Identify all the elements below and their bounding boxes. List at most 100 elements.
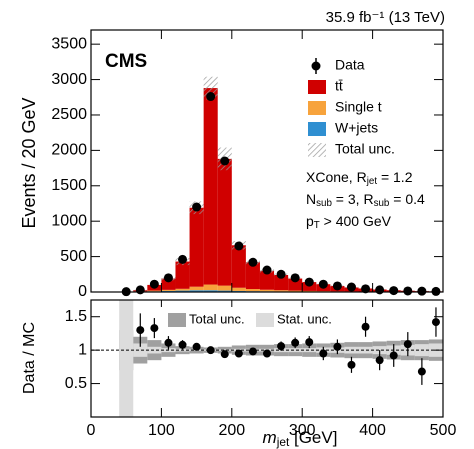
y-tick-label: 2000 [51, 142, 87, 159]
ratio-point [220, 350, 229, 359]
ratio-point [389, 351, 398, 360]
rich-text: pT > 400 GeV [306, 213, 392, 231]
ratio-point [178, 340, 187, 349]
lumi-title: 35.9 fb⁻¹ (13 TeV) [326, 9, 445, 26]
ratio-plot-area [91, 300, 443, 417]
y-tick-label: 3500 [51, 35, 87, 52]
histogram-bar [203, 88, 218, 285]
legend-label: Single t [335, 99, 382, 115]
data-point [262, 265, 272, 275]
legend-label: Stat. unc. [277, 311, 332, 326]
ratio-point [403, 340, 412, 349]
text-part: [GeV] [289, 428, 337, 447]
text-part: m [263, 428, 277, 447]
rich-text: mjet [GeV] [263, 428, 338, 448]
data-point [417, 286, 427, 296]
histogram-bar [259, 289, 275, 292]
histogram-bar [189, 207, 204, 287]
histogram-bar [189, 286, 204, 291]
data-point [346, 282, 356, 292]
ratio-band [302, 348, 317, 353]
ratio-point [305, 338, 314, 347]
frame [90, 29, 444, 293]
legend-label: Total unc. [189, 311, 245, 326]
data-point [163, 273, 173, 283]
data-point [403, 286, 413, 296]
histogram-bar [274, 290, 289, 292]
ratio-y-axis-label: Data / MC [21, 322, 38, 394]
data-point [276, 269, 286, 279]
frame [90, 299, 444, 418]
y-tick-label: 0 [78, 283, 87, 300]
ratio-point [361, 322, 370, 331]
ratio-point [333, 342, 342, 351]
text-part: = 0.4 [389, 191, 425, 207]
histogram-bar [259, 270, 275, 290]
legend-label: Data [335, 57, 365, 73]
y-tick-label: 3000 [51, 71, 87, 88]
data-point [206, 92, 216, 102]
histogram-bar [217, 158, 232, 286]
histogram-bar [217, 285, 232, 291]
text-part: XCone, R [306, 169, 367, 185]
ratio-point [164, 338, 173, 347]
ratio-point [375, 356, 384, 365]
text-part: = 1.2 [377, 169, 413, 185]
histogram-bar [288, 290, 303, 292]
x-tick-label: 300 [289, 422, 316, 439]
legend-label: Total unc. [335, 141, 395, 157]
ratio-point [431, 318, 440, 327]
ratio-point [417, 367, 426, 376]
text-part: p [306, 213, 314, 229]
ratio-point [277, 342, 286, 351]
data-point [361, 284, 371, 294]
y-tick-label: 1 [78, 341, 87, 358]
histogram-bar [274, 275, 289, 291]
ratio-band [133, 343, 148, 357]
ratio-point [136, 326, 145, 335]
legend-label: tt̄ [335, 78, 343, 94]
ratio-band [119, 300, 134, 417]
text-part: sub [316, 198, 332, 209]
y-tick-label: 1000 [51, 212, 87, 229]
data-point [248, 257, 258, 267]
ratio-point [248, 347, 257, 356]
ratio-point [206, 346, 215, 355]
histogram-bar [288, 278, 303, 291]
ratio-band [147, 346, 162, 354]
histogram-bar [217, 290, 232, 292]
histogram-bar [175, 288, 190, 291]
ratio-point [319, 349, 328, 358]
x-tick-label: 100 [148, 422, 175, 439]
data-point [178, 254, 188, 264]
data-point [234, 241, 244, 251]
legend-label: W+jets [335, 120, 378, 136]
data-point [375, 285, 385, 295]
legend-swatch [256, 313, 274, 327]
y-tick-label: 1500 [51, 177, 87, 194]
histogram-bar [161, 278, 176, 290]
histogram-bar [175, 290, 190, 292]
data-point [290, 273, 300, 283]
text-part: = 3, R [332, 191, 374, 207]
data-point [135, 285, 145, 295]
rich-text: XCone, Rjet = 1.2 [306, 169, 413, 187]
histogram-bar [203, 290, 218, 292]
legend-swatch [308, 80, 326, 94]
ratio-band [217, 349, 232, 351]
ratio-point [234, 349, 243, 358]
histogram-bar [189, 290, 204, 292]
y-tick-label: 0.5 [65, 375, 87, 392]
text-part: N [306, 191, 316, 207]
data-point [332, 281, 342, 291]
histogram-bar [302, 290, 317, 292]
x-tick-label: 0 [87, 422, 96, 439]
data-point [389, 286, 399, 296]
histogram-bar [147, 290, 162, 292]
data-point [220, 156, 230, 166]
ratio-point [150, 324, 159, 333]
data-point [318, 279, 328, 289]
legend-swatch [308, 101, 326, 115]
legend-swatch [308, 143, 326, 157]
